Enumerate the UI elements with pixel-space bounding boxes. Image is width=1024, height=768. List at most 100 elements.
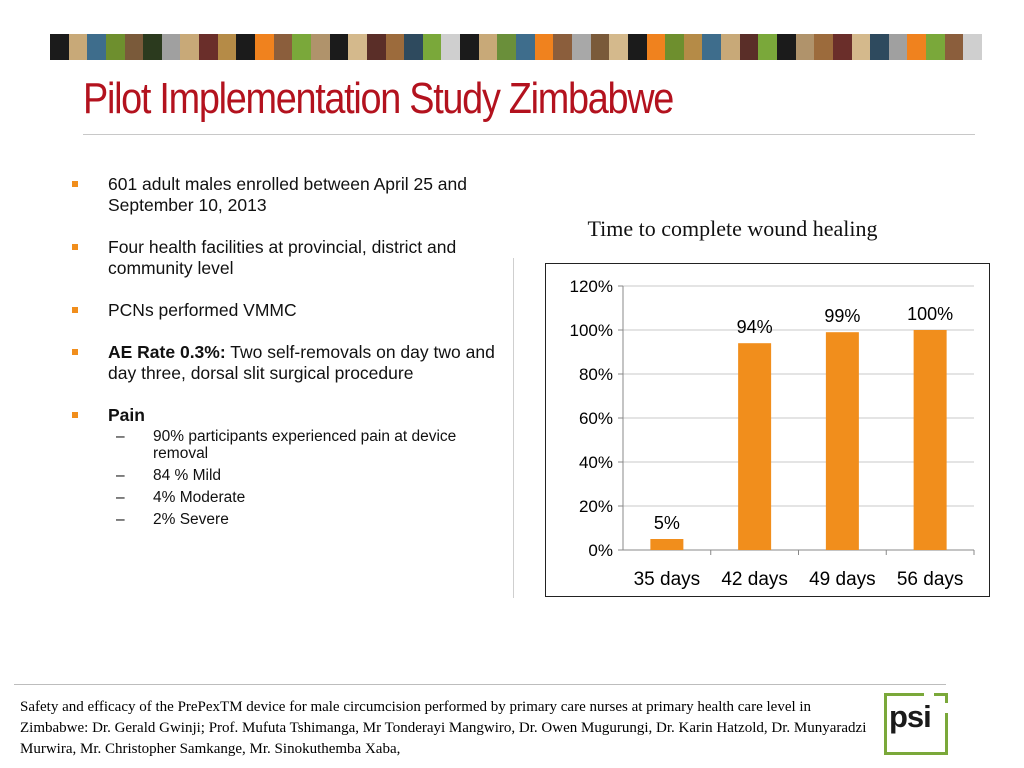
- bar-56-days: [913, 330, 947, 550]
- stripe-segment: [516, 34, 535, 60]
- bullet-text: Two self-removals on day two and day thr…: [108, 342, 495, 383]
- dash-marker-icon: –: [116, 511, 125, 528]
- slide-title: Pilot Implementation Study Zimbabwe: [83, 74, 674, 123]
- data-label: 5%: [654, 513, 680, 533]
- stripe-segment: [329, 34, 349, 60]
- bullet-label: Pain: [108, 405, 145, 425]
- y-tick-label: 40%: [579, 453, 613, 472]
- psi-logo: psi: [884, 691, 950, 755]
- x-tick-label: 42 days: [721, 569, 788, 590]
- stripe-segment: [888, 34, 908, 60]
- bullet-marker-icon: [72, 412, 78, 418]
- logo-frame: [884, 693, 948, 755]
- x-tick-label: 35 days: [634, 569, 701, 590]
- stripe-segment: [776, 34, 796, 60]
- stripe-segment: [571, 34, 591, 60]
- stripe-segment: [627, 34, 647, 60]
- logo-frame-gap: [924, 691, 934, 699]
- x-tick-label: 49 days: [809, 569, 876, 590]
- sub-bullet: – 4% Moderate: [108, 489, 512, 506]
- stripe-segment: [441, 34, 461, 60]
- y-tick-label: 100%: [570, 321, 613, 340]
- y-tick-label: 0%: [588, 541, 613, 560]
- stripe-segment: [814, 34, 833, 60]
- stripe-segment: [87, 34, 106, 60]
- stripe-segment: [963, 34, 983, 60]
- stripe-segment: [497, 34, 517, 60]
- footer-rule: [14, 684, 946, 685]
- data-label: 100%: [907, 304, 953, 324]
- bullet-marker-icon: [72, 244, 78, 250]
- stripe-segment: [926, 34, 945, 60]
- bullet-enrollment: 601 adult males enrolled between April 2…: [72, 174, 512, 216]
- stripe-segment: [478, 34, 498, 60]
- stripe-segment: [68, 34, 88, 60]
- stripe-segment: [404, 34, 423, 60]
- chart-title: Time to complete wound healing: [587, 216, 878, 241]
- stripe-segment: [143, 34, 162, 60]
- logo-frame-gap: [938, 703, 950, 713]
- y-tick-label: 20%: [579, 497, 613, 516]
- stripe-segment: [534, 34, 554, 60]
- bullet-facilities: Four health facilities at provincial, di…: [72, 237, 512, 279]
- stripe-segment: [683, 34, 703, 60]
- stripe-segment: [758, 34, 777, 60]
- stripe-segment: [273, 34, 293, 60]
- sub-bullet-text: 4% Moderate: [153, 489, 246, 506]
- bar-chart: 0% 20% 40% 60% 80% 100% 120% 5% 35 days 94% 42 day…: [570, 277, 975, 590]
- stripe-segment: [702, 34, 722, 60]
- citation-text: Safety and efficacy of the PrePexTM devi…: [20, 699, 867, 757]
- sub-bullet-text: 2% Severe: [153, 511, 229, 528]
- bullet-text: PCNs performed VMMC: [108, 300, 297, 320]
- decorative-color-stripe: [50, 34, 983, 60]
- pain-sub-list: – 90% participants experienced pain at de…: [108, 428, 512, 528]
- logo-text: psi: [889, 699, 932, 734]
- stripe-segment: [348, 34, 367, 60]
- stripe-segment: [944, 34, 964, 60]
- stripe-segment: [553, 34, 572, 60]
- stripe-segment: [199, 34, 218, 60]
- data-label: 99%: [824, 306, 860, 326]
- dash-marker-icon: –: [116, 467, 125, 484]
- stripe-segment: [721, 34, 740, 60]
- stripe-segment: [236, 34, 256, 60]
- data-label: 94%: [737, 317, 773, 337]
- y-tick-label: 120%: [570, 277, 613, 296]
- bullet-label: AE Rate 0.3%:: [108, 342, 226, 362]
- stripe-segment: [870, 34, 889, 60]
- stripe-segment: [124, 34, 144, 60]
- stripe-segment: [180, 34, 200, 60]
- sub-bullet: – 90% participants experienced pain at de…: [108, 428, 512, 462]
- stripe-segment: [739, 34, 759, 60]
- stripe-segment: [851, 34, 871, 60]
- dash-marker-icon: –: [116, 428, 125, 445]
- sub-bullet-text: 84 % Mild: [153, 467, 222, 484]
- bullet-marker-icon: [72, 349, 78, 355]
- bar-49-days: [825, 332, 859, 550]
- stripe-segment: [255, 34, 274, 60]
- title-underline: [83, 134, 975, 135]
- bullet-pcns: PCNs performed VMMC: [72, 300, 512, 321]
- bullet-list: 601 adult males enrolled between April 2…: [72, 174, 512, 549]
- bullet-ae-rate: AE Rate 0.3%: Two self-removals on day t…: [72, 342, 512, 384]
- stripe-segment: [665, 34, 684, 60]
- stripe-segment: [366, 34, 386, 60]
- chart-frame: 0% 20% 40% 60% 80% 100% 120% 5% 35 days 94% 42 day…: [545, 263, 990, 597]
- stripe-segment: [50, 34, 69, 60]
- stripe-segment: [105, 34, 125, 60]
- stripe-segment: [609, 34, 628, 60]
- column-divider: [513, 258, 514, 598]
- stripe-segment: [422, 34, 442, 60]
- bullet-marker-icon: [72, 181, 78, 187]
- stripe-segment: [460, 34, 479, 60]
- bar-42-days: [738, 343, 772, 550]
- stripe-segment: [795, 34, 815, 60]
- bullet-text: 601 adult males enrolled between April 2…: [108, 174, 467, 215]
- sub-bullet: – 2% Severe: [108, 511, 512, 528]
- stripe-segment: [907, 34, 927, 60]
- dash-marker-icon: –: [116, 489, 125, 506]
- stripe-segment: [646, 34, 666, 60]
- stripe-segment: [385, 34, 405, 60]
- stripe-segment: [832, 34, 852, 60]
- bullet-text: Four health facilities at provincial, di…: [108, 237, 457, 278]
